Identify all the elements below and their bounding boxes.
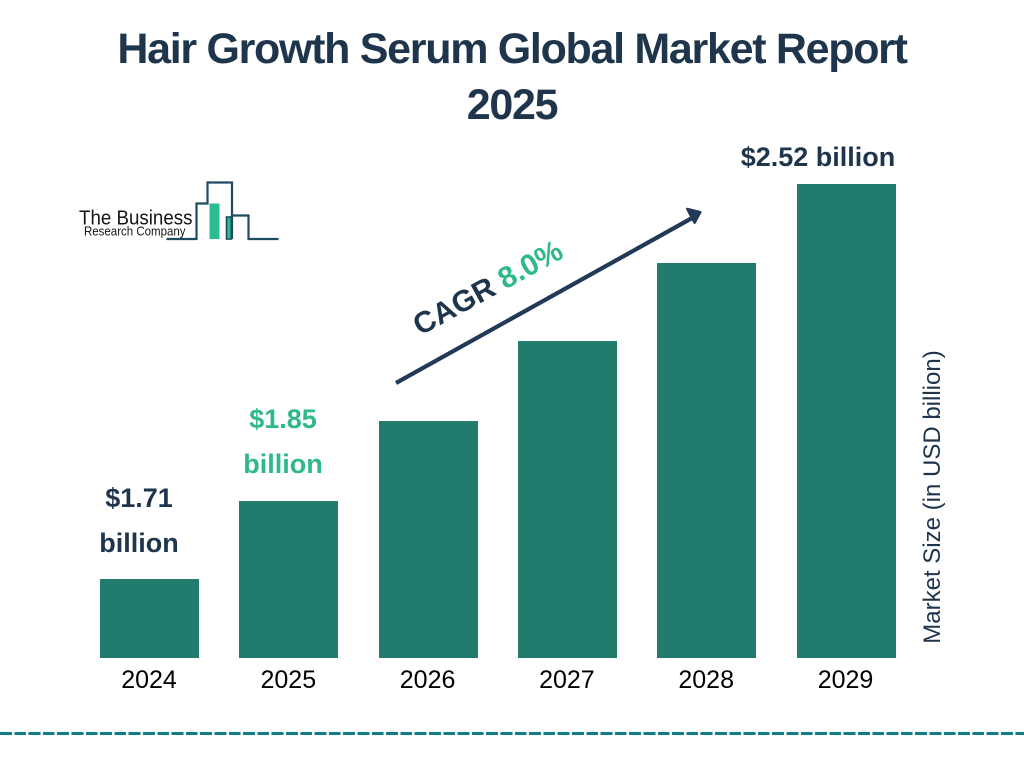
svg-text:Research Company: Research Company <box>84 224 186 238</box>
svg-text:The Business: The Business <box>79 206 193 229</box>
